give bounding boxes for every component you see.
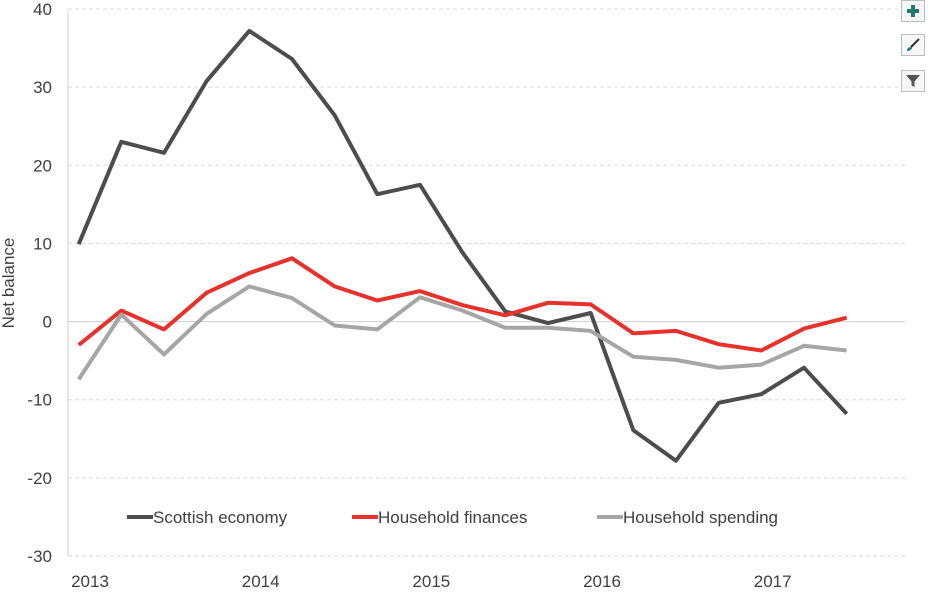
add-button[interactable] [901,0,925,22]
legend: Scottish economy Household finances Househ… [127,508,778,527]
y-tick-label: 20 [33,156,52,175]
filter-icon [906,75,920,87]
x-tick-label: 2015 [412,572,450,591]
legend-label: Household finances [378,508,527,527]
x-tick-label: 2016 [583,572,621,591]
series-lines [76,28,849,463]
filter-button[interactable] [901,70,925,92]
edit-button[interactable] [901,34,925,56]
series-line-1 [77,256,848,353]
legend-label: Scottish economy [153,508,288,527]
y-tick-label: 30 [33,78,52,97]
plus-icon [907,5,919,17]
series-line-0 [76,28,849,463]
y-axis-label: Net balance [0,238,18,329]
y-tick-label: -30 [27,547,52,566]
y-tick-label: 40 [33,0,52,19]
x-tick-label: 2017 [754,572,792,591]
series-line-2 [77,284,847,381]
brush-icon [907,38,920,51]
y-tick-label: 0 [43,313,52,332]
y-tick-label: -10 [27,391,52,410]
x-tick-label: 2013 [71,572,109,591]
legend-label: Household spending [623,508,778,527]
x-axis-ticks: 2013 2014 2015 2016 2017 [71,572,791,591]
y-tick-label: -20 [27,469,52,488]
x-tick-label: 2014 [242,572,280,591]
y-axis-ticks: 40 30 20 10 0 -10 -20 -30 [27,0,52,566]
y-tick-label: 10 [33,234,52,253]
